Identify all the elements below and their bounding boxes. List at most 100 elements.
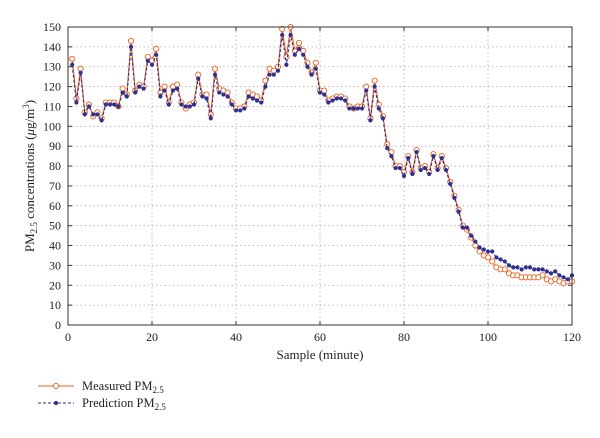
data-point <box>476 248 483 255</box>
data-point <box>225 94 230 99</box>
data-point <box>435 167 440 173</box>
data-point <box>565 277 570 282</box>
data-point <box>338 96 344 101</box>
data-point <box>183 104 188 109</box>
data-point <box>116 104 121 109</box>
data-point <box>153 45 160 52</box>
data-point <box>414 150 419 155</box>
data-point <box>212 72 218 77</box>
data-point <box>195 71 202 78</box>
y-tick-label: 40 <box>49 239 61 253</box>
data-point <box>351 106 356 111</box>
data-point <box>490 249 495 254</box>
data-point <box>422 165 428 171</box>
data-point <box>385 146 390 151</box>
data-point <box>439 156 444 161</box>
data-point <box>561 275 566 280</box>
data-point <box>389 154 394 159</box>
data-point <box>203 91 210 98</box>
data-point <box>280 32 285 38</box>
data-point <box>279 25 286 33</box>
data-point <box>393 165 398 171</box>
legend-label: Prediction PM2.5 <box>82 396 166 412</box>
data-point <box>355 106 360 111</box>
data-point <box>527 265 533 270</box>
x-axis-label: Sample (minute) <box>276 347 363 362</box>
data-point <box>473 239 478 244</box>
y-tick-label: 30 <box>49 258 61 272</box>
data-point <box>343 98 348 103</box>
data-point <box>82 112 87 117</box>
data-point <box>317 90 323 95</box>
data-point <box>170 88 176 93</box>
data-point <box>539 272 546 279</box>
data-point <box>191 102 197 107</box>
plot-frame <box>67 26 573 326</box>
data-point <box>119 85 126 92</box>
y-tick-label: 90 <box>49 139 61 153</box>
data-point <box>553 269 558 274</box>
y-tick-label: 100 <box>43 119 61 133</box>
data-point <box>162 88 167 93</box>
data-point <box>221 92 226 97</box>
data-point <box>238 108 243 113</box>
data-point <box>211 65 219 72</box>
data-point <box>322 92 327 97</box>
data-point <box>427 171 432 177</box>
data-point <box>175 86 180 91</box>
data-point <box>376 106 381 111</box>
data-point <box>271 72 276 77</box>
x-tick-label: 20 <box>146 330 158 344</box>
data-point <box>469 233 474 238</box>
data-point <box>145 58 150 63</box>
data-point <box>477 245 482 250</box>
data-point <box>233 108 239 113</box>
data-point <box>270 67 277 74</box>
data-point <box>401 173 407 179</box>
data-point <box>506 263 512 268</box>
x-tick-label: 120 <box>563 330 581 344</box>
data-point <box>464 225 470 230</box>
tick-labels: 0 20 40 60 80 100 120 0 10 20 30 40 50 60 70 80 90 100 110… <box>43 20 581 344</box>
y-tick-label: 150 <box>43 20 61 34</box>
data-point <box>312 59 319 66</box>
data-point <box>300 47 307 54</box>
data-point <box>301 52 306 57</box>
data-point <box>548 271 554 276</box>
data-point <box>406 156 411 161</box>
data-point <box>259 100 264 105</box>
data-point <box>166 102 171 107</box>
legend-swatch-marker <box>53 400 59 406</box>
data-point <box>144 53 151 60</box>
y-tick-label: 50 <box>49 219 61 233</box>
data-point <box>388 149 395 156</box>
data-point <box>544 269 549 274</box>
data-point <box>460 225 465 230</box>
legend-item-measured: Measured PM2.5 <box>38 379 164 395</box>
data-point <box>137 84 142 89</box>
data-point <box>485 249 491 254</box>
data-point <box>224 89 231 96</box>
data-point <box>196 76 201 81</box>
data-point <box>330 98 335 103</box>
data-point <box>127 37 135 44</box>
y-tick-label: 130 <box>43 60 61 74</box>
data-point <box>309 72 314 77</box>
data-point <box>532 267 537 272</box>
data-point <box>484 254 492 261</box>
data-point <box>511 265 516 270</box>
x-tick-label: 80 <box>398 330 410 344</box>
data-point <box>368 118 373 123</box>
series-prediction <box>70 32 575 282</box>
data-point <box>305 64 310 69</box>
data-point <box>498 257 503 262</box>
data-point <box>296 46 302 51</box>
data-point <box>158 94 163 99</box>
data-point <box>95 112 100 117</box>
data-point <box>78 70 83 75</box>
data-point <box>254 98 260 103</box>
data-point <box>380 116 386 121</box>
data-point <box>263 84 268 89</box>
data-point <box>149 62 155 67</box>
